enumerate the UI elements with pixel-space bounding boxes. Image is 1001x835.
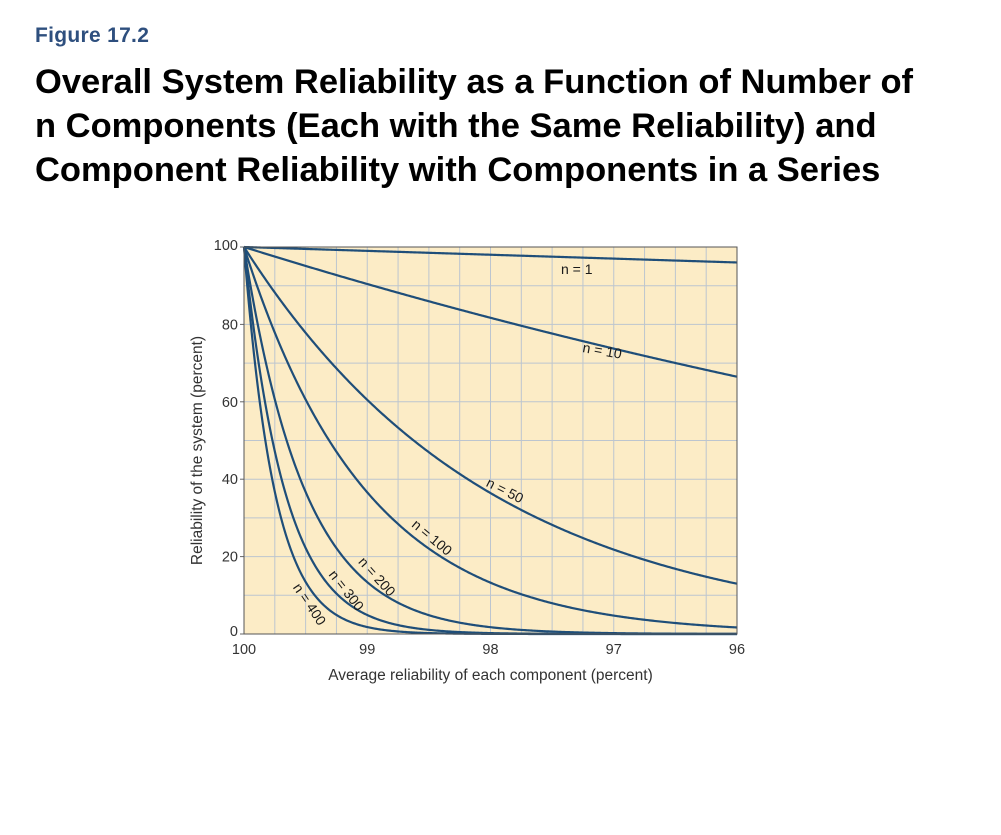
y-tick-label: 80 — [222, 317, 238, 333]
x-tick-label: 100 — [232, 642, 256, 658]
x-axis-label: Average reliability of each component (p… — [328, 667, 653, 684]
curve-label: n = 10 — [582, 339, 624, 362]
x-tick-label: 96 — [729, 642, 745, 658]
curve-n-10 — [243, 245, 738, 378]
y-tick-label: 40 — [222, 472, 238, 488]
y-tick-label: 100 — [214, 238, 238, 254]
plot-frame — [243, 246, 738, 635]
y-tick-label: 0 — [230, 624, 238, 640]
x-tick-label: 97 — [606, 642, 622, 658]
y-axis-label: Reliability of the system (percent) — [189, 336, 206, 565]
curve-n-1 — [243, 245, 738, 264]
curve-n-100 — [242, 246, 738, 629]
y-tick-label: 60 — [222, 395, 238, 411]
figure-label: Figure 17.2 — [35, 24, 150, 47]
grid-lines — [244, 247, 737, 634]
y-tick-label: 20 — [222, 550, 238, 566]
curve-label: n = 1 — [561, 261, 593, 277]
x-tick-labels: 100 99 98 97 96 — [232, 642, 745, 658]
y-tick-labels: 0 20 40 60 80 100 — [214, 238, 244, 640]
x-tick-label: 99 — [359, 642, 375, 658]
x-tick-label: 98 — [482, 642, 498, 658]
figure-title: Overall System Reliability as a Function… — [35, 63, 914, 189]
curve-n-50 — [243, 246, 738, 585]
